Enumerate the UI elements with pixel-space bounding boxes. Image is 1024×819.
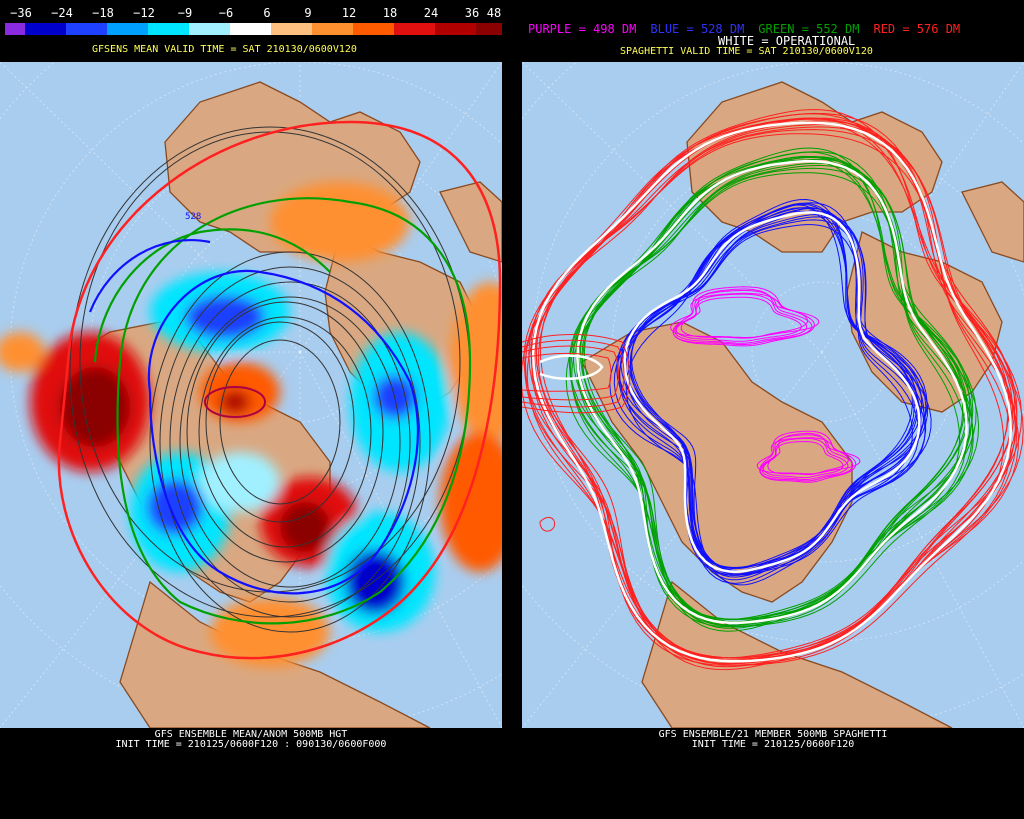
colorbar-swatch [5, 23, 25, 35]
purple-498-member [759, 430, 857, 483]
positive-anomaly-atlantic [270, 182, 410, 262]
colorbar-tick: 9 [304, 6, 312, 20]
ensemble-mean-map: 528 [0, 62, 502, 728]
green-552-member [576, 151, 964, 626]
purple-498-member [767, 432, 849, 475]
colorbar-swatch [189, 23, 230, 35]
colorbar-tick: 24 [423, 6, 439, 20]
purple-498-member [756, 437, 861, 475]
colorbar-tick: −12 [133, 6, 155, 20]
colorbar-swatch [107, 23, 148, 35]
operational-contour [623, 211, 921, 573]
contour-528 [147, 269, 419, 595]
mean-valid-time: GFSENS MEAN VALID TIME = SAT 210130/0600… [92, 44, 357, 55]
legend-red: RED = 576 DM [873, 22, 961, 36]
colorbar-swatch [66, 23, 107, 35]
colorbar-swatch [394, 23, 435, 35]
colorbar-swatch [271, 23, 312, 35]
colorbar-swatch [230, 23, 271, 35]
spaghetti-panel: PURPLE = 498 DM BLUE = 528 DM GREEN = 552 … [522, 0, 1024, 819]
colorbar-tick: 48 [486, 6, 502, 20]
colorbar-tick: −9 [177, 6, 193, 20]
spaghetti-footer-init: INIT TIME = 210125/0600F120 [691, 739, 855, 750]
colorbar-tick: 18 [382, 6, 398, 20]
colorbar-tick: −24 [51, 6, 73, 20]
red-576-member [526, 121, 1010, 661]
colorbar-tick: −6 [218, 6, 234, 20]
spaghetti-map [522, 62, 1024, 728]
red-576-member [531, 113, 1009, 664]
colorbar-tick: 6 [263, 6, 271, 20]
operational-contour [576, 159, 968, 625]
colorbar-swatch [476, 23, 502, 35]
contour-552 [116, 197, 472, 625]
contour-closed-high [204, 386, 266, 418]
colorbar-tick: 12 [341, 6, 357, 20]
legend-purple: PURPLE = 498 DM [528, 22, 637, 36]
purple-498-member [761, 438, 849, 480]
red-pacific-tongue [522, 334, 630, 532]
operational-contour [531, 121, 1013, 663]
ensemble-mean-panel: −36 −24 −18 −12 −9 −6 6 9 12 18 24 36 48… [0, 0, 502, 819]
mean-footer-title: GFS ENSEMBLE MEAN/ANOM 500MB HGT [154, 729, 348, 740]
legend-blue: BLUE = 528 DM [650, 22, 745, 36]
colorbar-swatch [312, 23, 353, 35]
colorbar-tick: −36 [10, 6, 32, 20]
blue-528-member [618, 210, 918, 572]
blue-528-member [619, 198, 919, 581]
white-pacific-tongue [539, 354, 604, 380]
colorbar-swatch [148, 23, 189, 35]
legend-green: GREEN = 552 DM [758, 22, 860, 36]
spaghetti-footer-title: GFS ENSEMBLE/21 MEMBER 500MB SPAGHETTI [658, 729, 888, 740]
anomaly-colorbar [4, 22, 502, 36]
colorbar-swatch [25, 23, 66, 35]
operational-label: WHITE = OPERATIONAL [718, 34, 856, 48]
colorbar-tick: −18 [92, 6, 114, 20]
colorbar-tick: 36 [464, 6, 480, 20]
blue-528-member [625, 204, 913, 586]
purple-498-member [680, 288, 809, 339]
spaghetti-valid-time: SPAGHETTI VALID TIME = SAT 210130/0600V1… [620, 46, 873, 57]
colorbar-swatch [353, 23, 394, 35]
purple-498-member [670, 292, 820, 338]
mean-footer-init: INIT TIME = 210125/0600F120 : 090130/060… [115, 739, 387, 750]
colorbar-ticks: −36 −24 −18 −12 −9 −6 6 9 12 18 24 36 48 [0, 6, 502, 20]
spaghetti-legend: PURPLE = 498 DM BLUE = 528 DM GREEN = 552 … [528, 22, 974, 36]
purple-498-member [672, 286, 815, 347]
colorbar-swatch [435, 23, 476, 35]
contour-576 [57, 120, 502, 660]
contour-label: 528 [185, 212, 201, 222]
